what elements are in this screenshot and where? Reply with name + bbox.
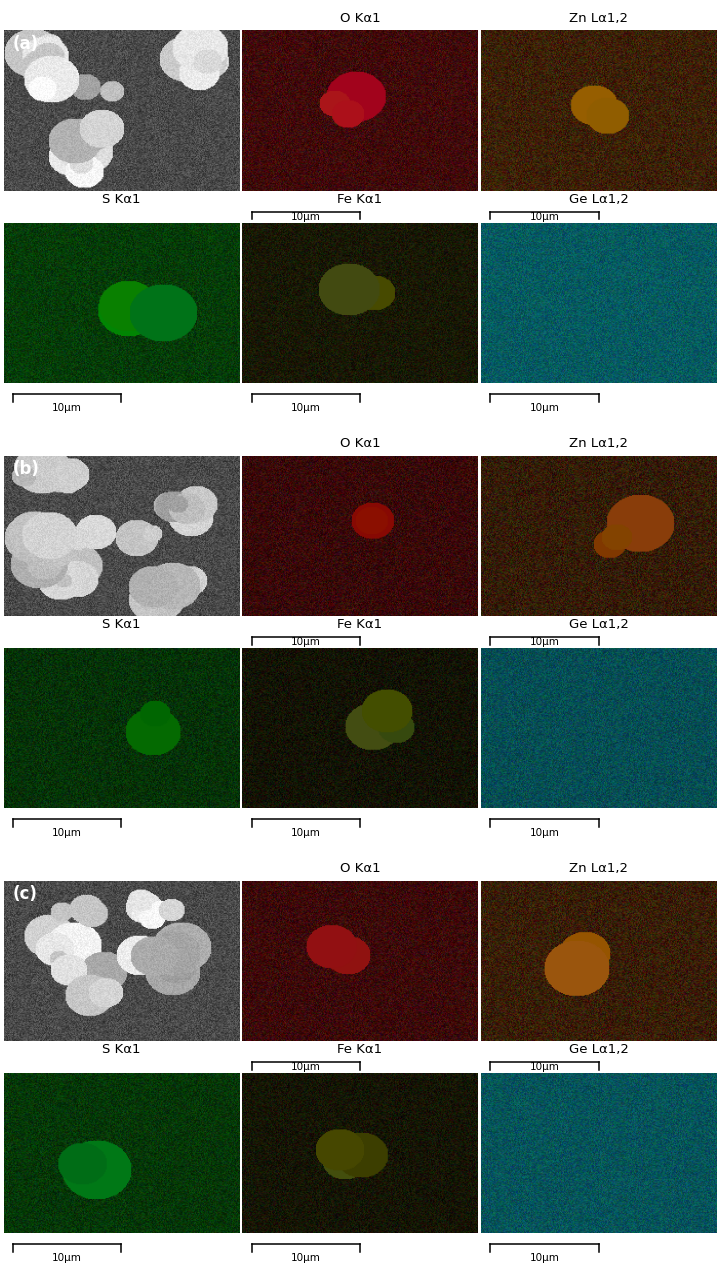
Text: Ge Lα1,2: Ge Lα1,2 [569,617,629,630]
Text: 10μm: 10μm [53,1253,82,1264]
Text: 10μm: 10μm [53,828,82,838]
Text: Fe Kα1: Fe Kα1 [338,193,382,206]
Text: 10μm: 10μm [529,638,559,648]
Text: 10μm: 10μm [529,1253,559,1264]
Text: O Kα1: O Kα1 [340,862,380,875]
Text: 10μm: 10μm [529,1063,559,1072]
Text: 10μm: 10μm [529,404,559,413]
Text: O Kα1: O Kα1 [340,13,380,25]
Text: Fe Kα1: Fe Kα1 [338,617,382,630]
Text: 10μm: 10μm [529,212,559,222]
Text: 10μm: 10μm [291,828,320,838]
Text: 10μm: 10μm [529,828,559,838]
Text: 10μm: 10μm [291,212,320,222]
Text: Zn Lα1,2: Zn Lα1,2 [569,437,628,451]
Text: S Kα1: S Kα1 [102,193,140,206]
Text: 10μm: 10μm [291,638,320,648]
Text: (b): (b) [13,460,40,479]
Text: Zn Lα1,2: Zn Lα1,2 [569,13,628,25]
Text: Ge Lα1,2: Ge Lα1,2 [569,193,629,206]
Text: (a): (a) [13,36,39,53]
Text: Zn Lα1,2: Zn Lα1,2 [569,862,628,875]
Text: S Kα1: S Kα1 [102,617,140,630]
Text: 10μm: 10μm [291,1063,320,1072]
Text: 10μm: 10μm [291,1253,320,1264]
Text: S Kα1: S Kα1 [102,1043,140,1055]
Text: 10μm: 10μm [291,404,320,413]
Text: O Kα1: O Kα1 [340,437,380,451]
Text: (c): (c) [13,885,38,903]
Text: Ge Lα1,2: Ge Lα1,2 [569,1043,629,1055]
Text: Fe Kα1: Fe Kα1 [338,1043,382,1055]
Text: 10μm: 10μm [53,404,82,413]
